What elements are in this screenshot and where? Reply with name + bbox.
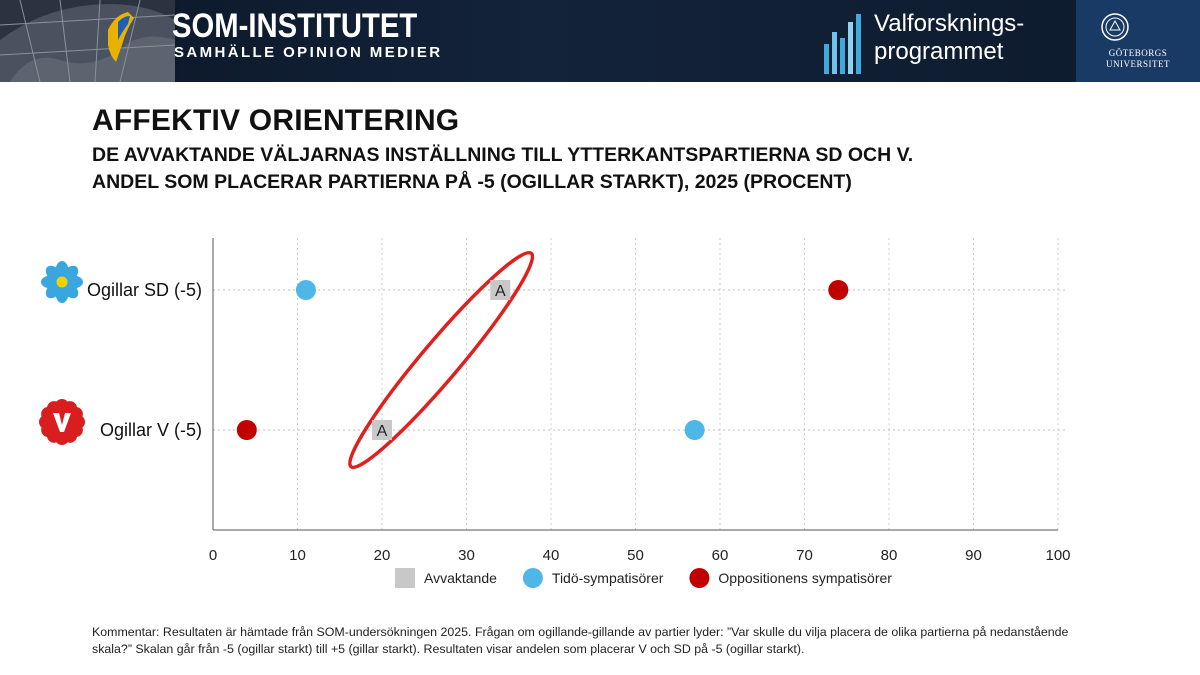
- brand-title: SOM-INSTITUTET: [172, 7, 418, 45]
- avvaktande-marker-label: A: [377, 423, 388, 440]
- bar-chart-logo-icon: [824, 14, 861, 74]
- university-name: GÖTEBORGS UNIVERSITET: [1076, 48, 1200, 70]
- x-tick-label: 30: [458, 547, 475, 564]
- x-tick-label: 10: [289, 547, 306, 564]
- avvaktande-marker: [490, 280, 511, 300]
- opposition-marker: [236, 420, 257, 440]
- x-tick-label: 60: [712, 547, 729, 564]
- university-line-2: UNIVERSITET: [1106, 59, 1170, 69]
- legend-swatch-circle: [689, 568, 710, 588]
- opposition-marker: [828, 280, 849, 300]
- sd-flower-icon: [41, 261, 83, 303]
- university-logo: [1076, 0, 1200, 82]
- dot-plot-chart: 0 10 20 30 40 50 60 70 80 90 100 Ogillar SD (-5) Ogi…: [39, 238, 1071, 588]
- legend-label: Oppositionens sympatisörer: [718, 570, 892, 586]
- avvaktande-marker: [372, 420, 392, 440]
- program-line-1: Valforsknings-: [874, 10, 1025, 37]
- avvaktande-marker-label: A: [495, 283, 506, 300]
- category-label: Ogillar SD (-5): [87, 280, 202, 300]
- tido-marker: [684, 420, 705, 440]
- page-title: AFFEKTIV ORIENTERING: [92, 104, 460, 137]
- program-line-2: programmet: [874, 38, 1004, 65]
- x-tick-label: 0: [209, 547, 217, 564]
- legend-label: Tidö-sympatisörer: [552, 570, 664, 586]
- legend-label: Avvaktande: [424, 570, 497, 586]
- x-tick-label: 70: [796, 547, 813, 564]
- x-tick-label: 20: [374, 547, 391, 564]
- legend-swatch-circle: [522, 568, 543, 588]
- header-banner: SOM-INSTITUTET SAMHÄLLE OPINION MEDIER V…: [0, 0, 1200, 82]
- subtitle-line-1: DE AVVAKTANDE VÄLJARNAS INSTÄLLNING TILL…: [92, 144, 914, 166]
- highlight-ellipse: [348, 250, 535, 470]
- page-subtitle: DE AVVAKTANDE VÄLJARNAS INSTÄLLNING TILL…: [92, 142, 913, 196]
- x-tick-label: 90: [965, 547, 982, 564]
- program-name: Valforsknings- programmet: [874, 10, 1024, 66]
- v-party-icon: [39, 399, 85, 445]
- category-label: Ogillar V (-5): [100, 420, 202, 440]
- brand-subtitle: SAMHÄLLE OPINION MEDIER: [174, 44, 443, 61]
- x-tick-label: 40: [543, 547, 560, 564]
- x-tick-label: 50: [627, 547, 644, 564]
- tido-marker: [295, 280, 316, 300]
- subtitle-line-2: ANDEL SOM PLACERAR PARTIERNA PÅ -5 (OGIL…: [92, 171, 852, 193]
- x-tick-label: 80: [881, 547, 898, 564]
- map-icon: [0, 0, 175, 82]
- university-seal-icon: [1101, 13, 1129, 41]
- legend-swatch-square: [395, 568, 415, 588]
- x-tick-label: 100: [1045, 547, 1070, 564]
- comment-text: Kommentar: Resultaten är hämtade från SO…: [92, 625, 1069, 656]
- university-line-1: GÖTEBORGS: [1108, 48, 1168, 58]
